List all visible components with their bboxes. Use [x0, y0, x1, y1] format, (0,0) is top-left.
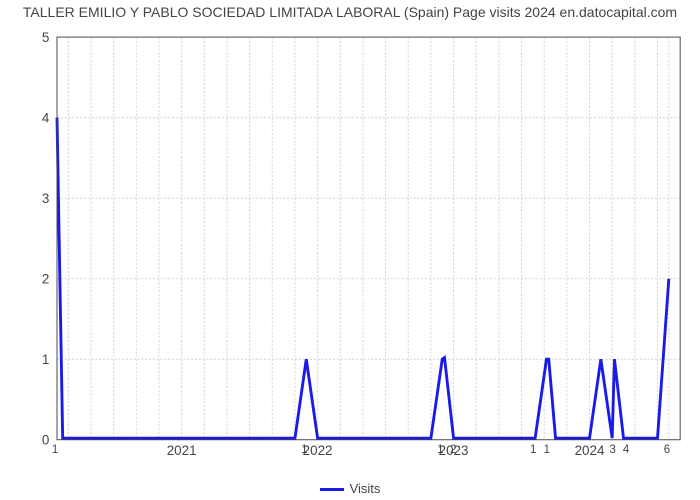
chart-plot-area: 0123452021202220232024111211346	[34, 28, 684, 448]
datapoint-label: 4	[623, 444, 630, 456]
chart-title: TALLER EMILIO Y PABLO SOCIEDAD LIMITADA …	[0, 4, 700, 20]
chart-legend: Visits	[0, 481, 700, 496]
datapoint-label: 2	[450, 444, 456, 456]
y-tick-label: 5	[42, 30, 49, 45]
datapoint-label: 1	[52, 444, 58, 456]
legend-label: Visits	[350, 481, 381, 496]
datapoint-label: 1	[530, 444, 536, 456]
y-tick-label: 0	[42, 433, 49, 448]
y-tick-label: 4	[42, 110, 50, 125]
y-tick-label: 2	[42, 271, 49, 286]
datapoint-label: 6	[664, 444, 670, 456]
datapoint-label: 1	[301, 444, 307, 456]
x-year-label: 2021	[167, 443, 197, 458]
chart-svg: 0123452021202220232024111211346	[34, 28, 684, 468]
datapoint-label: 1	[544, 444, 550, 456]
x-year-label: 2024	[575, 443, 605, 458]
plot-border	[57, 37, 680, 440]
datapoint-label: 3	[609, 444, 615, 456]
datapoint-label: 1	[437, 444, 443, 456]
y-tick-label: 1	[42, 352, 49, 367]
legend-swatch	[320, 488, 344, 491]
y-tick-label: 3	[42, 191, 49, 206]
